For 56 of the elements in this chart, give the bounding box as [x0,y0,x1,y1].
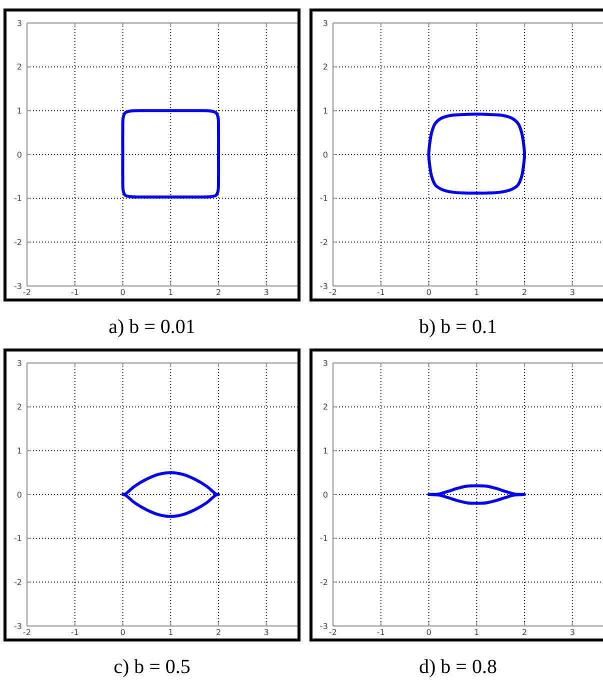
y-tick-label: -1 [320,534,328,544]
text: c) b = 0.5 [114,656,190,678]
x-tick-label: -2 [329,288,337,297]
y-tick-label: -1 [14,194,22,204]
x-tick-label: 3 [570,628,575,637]
text: b) b = 0.1 [419,316,497,338]
y-tick-label: 2 [16,62,22,72]
y-tick-label: 3 [16,358,22,368]
x-tick-label: 0 [120,628,126,637]
x-tick-label: 2 [522,288,528,297]
y-tick-label: 2 [322,62,328,72]
x-tick-label: 3 [264,628,269,637]
y-tick-label: -1 [14,534,22,544]
x-tick-label: 1 [474,628,480,637]
x-tick-label: -1 [70,628,79,637]
x-tick-label: 0 [120,288,126,297]
y-tick-label: 1 [322,446,328,456]
y-tick-label: 0 [16,150,22,160]
y-tick-label: 0 [16,490,22,500]
y-tick-label: 1 [322,106,328,116]
x-tick-label: 1 [474,288,480,297]
y-tick-label: -3 [14,282,22,291]
y-tick-label: -2 [320,238,328,247]
y-tick-label: 3 [322,358,328,368]
y-tick-label: -3 [320,622,328,631]
x-tick-label: -2 [329,628,337,637]
x-tick-label: -1 [70,288,79,297]
x-tick-label: 1 [168,628,174,637]
x-tick-label: 0 [426,288,432,297]
x-tick-label: 2 [216,628,222,637]
x-tick-label: 2 [216,288,222,297]
y-tick-label: 0 [322,490,328,500]
y-tick-label: 1 [16,446,22,456]
y-tick-label: -3 [320,282,328,291]
x-tick-label: 3 [570,288,575,297]
x-tick-label: -1 [376,288,385,297]
x-tick-label: 1 [168,288,174,297]
text: a) b = 0.01 [108,316,196,338]
x-tick-label: 3 [264,288,269,297]
y-tick-label: -2 [320,578,328,587]
y-tick-label: 0 [322,150,328,160]
y-tick-label: 3 [322,18,328,28]
x-tick-label: -2 [23,288,31,297]
y-tick-label: 1 [16,106,22,116]
y-tick-label: -3 [14,622,22,631]
y-tick-label: -2 [14,578,22,587]
x-tick-label: -2 [23,628,31,637]
x-tick-label: 0 [426,628,432,637]
x-tick-label: -1 [376,628,385,637]
y-tick-label: 3 [16,18,22,28]
x-tick-label: 2 [522,628,528,637]
y-tick-label: -2 [14,238,22,247]
y-tick-label: -1 [320,194,328,204]
y-tick-label: 2 [16,402,22,412]
text: d) b = 0.8 [419,656,497,678]
y-tick-label: 2 [322,402,328,412]
